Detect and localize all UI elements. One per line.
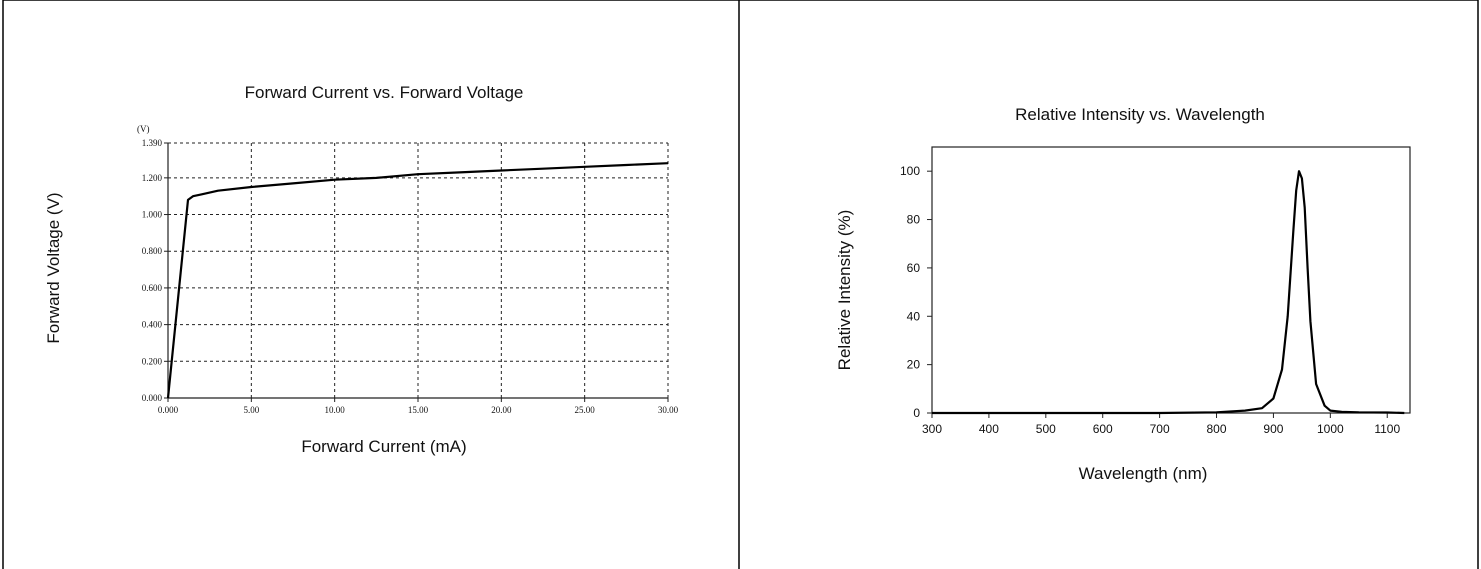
chart2-x-tick-label: 400: [979, 422, 999, 436]
chart2-series-line: [932, 170, 1405, 415]
chart2-y-tick-label: 100: [900, 164, 920, 178]
chart2-y-tick-label: 80: [907, 213, 921, 227]
chart1-ticks: 0.000 0.200 0.400 0.600 0.800 1.000 1.200 1.390…: [142, 138, 679, 415]
forward-voltage-chart: Forward Current vs. Forward Voltage (V) …: [44, 83, 679, 456]
chart2-x-tick-label: 700: [1150, 422, 1170, 436]
chart1-y-unit: (V): [137, 124, 150, 134]
chart2-plot-frame: [931, 146, 1411, 414]
chart1-grid: [167, 142, 669, 399]
chart1-x-tick-label: 20.00: [491, 405, 512, 415]
chart2-x-tick-label: 500: [1036, 422, 1056, 436]
chart1-series-line: [166, 162, 669, 399]
chart2-x-tick-label: 900: [1263, 422, 1283, 436]
chart2-x-tick-label: 600: [1093, 422, 1113, 436]
chart1-series: [166, 162, 669, 399]
chart2-ticks: 0 20 40 60 80 100 300 400 500 600 700 800 900 1000 110…: [900, 164, 1400, 436]
chart2-y-tick-label: 20: [907, 358, 921, 372]
chart2-axes: [931, 146, 1411, 414]
relative-intensity-chart: Relative Intensity vs. Wavelength Wavele…: [835, 105, 1411, 483]
chart1-y-tick-label: 0.800: [142, 246, 163, 256]
chart1-x-tick-label: 0.000: [158, 405, 179, 415]
chart1-x-tick-label: 15.00: [408, 405, 429, 415]
chart1-x-tick-label: 30.00: [658, 405, 679, 415]
chart2-x-tick-label: 300: [922, 422, 942, 436]
chart1-y-tick-label: 0.600: [142, 283, 163, 293]
chart2-y-label: Relative Intensity (%): [835, 210, 854, 371]
chart1-x-tick-label: 25.00: [575, 405, 596, 415]
chart1-y-tick-label: 0.400: [142, 320, 163, 330]
chart1-x-tick-label: 10.00: [325, 405, 346, 415]
chart2-y-tick-label: 0: [913, 406, 920, 420]
chart2-x-tick-label: 1100: [1374, 422, 1400, 436]
chart2-x-label: Wavelength (nm): [1079, 464, 1208, 483]
chart1-y-tick-label: 1.200: [142, 173, 163, 183]
chart1-x-tick-label: 5.00: [243, 405, 259, 415]
chart1-y-tick-label: 1.000: [142, 210, 163, 220]
chart1-y-label: Forward Voltage (V): [44, 192, 63, 343]
chart2-title: Relative Intensity vs. Wavelength: [1015, 105, 1265, 124]
chart2-y-tick-label: 60: [907, 261, 921, 275]
chart2-y-tick-label: 40: [907, 309, 921, 323]
chart2-series: [932, 170, 1405, 415]
chart1-x-label: Forward Current (mA): [301, 437, 466, 456]
chart1-title: Forward Current vs. Forward Voltage: [245, 83, 524, 102]
chart1-y-tick-label: 1.390: [142, 138, 163, 148]
chart2-x-tick-label: 800: [1207, 422, 1227, 436]
chart2-x-tick-label: 1000: [1317, 422, 1344, 436]
chart1-y-tick-label: 0.000: [142, 393, 163, 403]
chart1-y-tick-label: 0.200: [142, 356, 163, 366]
